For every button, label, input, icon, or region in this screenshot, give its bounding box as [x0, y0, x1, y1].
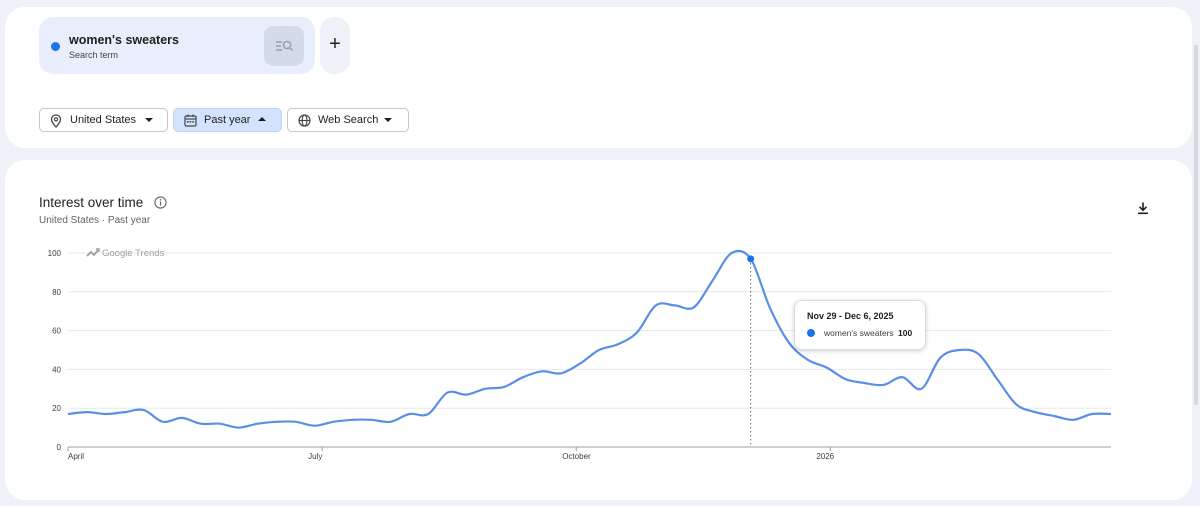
location-filter[interactable]: United States	[39, 108, 168, 132]
search-term-chip[interactable]: women's sweaters Search term	[39, 17, 315, 74]
x-tick-label-October: October	[562, 452, 591, 461]
y-tick-label-20: 20	[52, 404, 61, 413]
search-term-name: women's sweaters	[69, 33, 179, 47]
y-tick-label-40: 40	[52, 365, 61, 374]
info-icon[interactable]	[154, 196, 167, 209]
y-tick-label-100: 100	[48, 249, 62, 258]
y-tick-label-60: 60	[52, 327, 61, 336]
location-pin-icon	[50, 114, 62, 128]
tooltip-date: Nov 29 - Dec 6, 2025	[807, 311, 894, 321]
search-list-icon	[276, 40, 294, 52]
explore-search-button[interactable]	[264, 26, 304, 66]
x-tick-label-2026: 2026	[816, 452, 834, 461]
search-term-type: Search term	[69, 50, 119, 60]
add-comparison-button[interactable]: +	[320, 17, 350, 74]
google-trends-watermark: Google Trends	[86, 248, 165, 259]
chart-title: Interest over time	[39, 195, 144, 210]
tooltip-value: 100	[898, 328, 913, 338]
line-chart: 0 20 40 60 80 100 April July October 2026 Google …	[48, 248, 1112, 461]
interest-over-time-panel: Interest over time United States · Past …	[5, 160, 1192, 500]
download-icon[interactable]	[1136, 201, 1150, 215]
time-range-filter[interactable]: Past year	[173, 108, 282, 132]
series-line-womens-sweaters	[67, 249, 1112, 429]
location-filter-label: United States	[70, 114, 137, 126]
chevron-down-icon	[145, 118, 153, 122]
data-point-tooltip: Nov 29 - Dec 6, 2025 women's sweaters 10…	[794, 300, 926, 350]
search-property-filter[interactable]: Web Search	[287, 108, 409, 132]
calendar-icon	[184, 114, 197, 127]
watermark-text: Google Trends	[102, 248, 165, 259]
chevron-up-icon	[258, 117, 266, 121]
search-property-filter-label: Web Search	[318, 114, 379, 126]
x-tick-label-April: April	[68, 452, 84, 461]
series-color-dot	[51, 42, 60, 51]
tooltip-series-dot	[807, 329, 815, 337]
chart-subtitle: United States · Past year	[39, 215, 151, 226]
chevron-down-icon	[384, 118, 392, 122]
globe-icon	[298, 114, 311, 127]
y-tick-label-80: 80	[52, 288, 61, 297]
page-scrollbar[interactable]	[1194, 45, 1198, 405]
time-range-filter-label: Past year	[204, 114, 251, 126]
y-tick-label-0: 0	[57, 443, 62, 452]
x-tick-label-July: July	[308, 452, 322, 461]
tooltip-series-name: women's sweaters	[824, 328, 894, 338]
search-panel: women's sweaters Search term + United St…	[5, 7, 1192, 148]
highlighted-data-point	[747, 255, 755, 263]
